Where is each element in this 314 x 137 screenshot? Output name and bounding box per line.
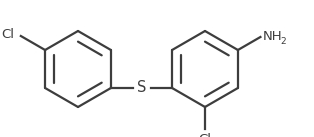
Text: Cl: Cl (1, 28, 14, 41)
Text: Cl: Cl (198, 133, 212, 137)
Text: S: S (137, 81, 146, 95)
Text: 2: 2 (280, 38, 285, 46)
Text: NH: NH (263, 31, 282, 44)
